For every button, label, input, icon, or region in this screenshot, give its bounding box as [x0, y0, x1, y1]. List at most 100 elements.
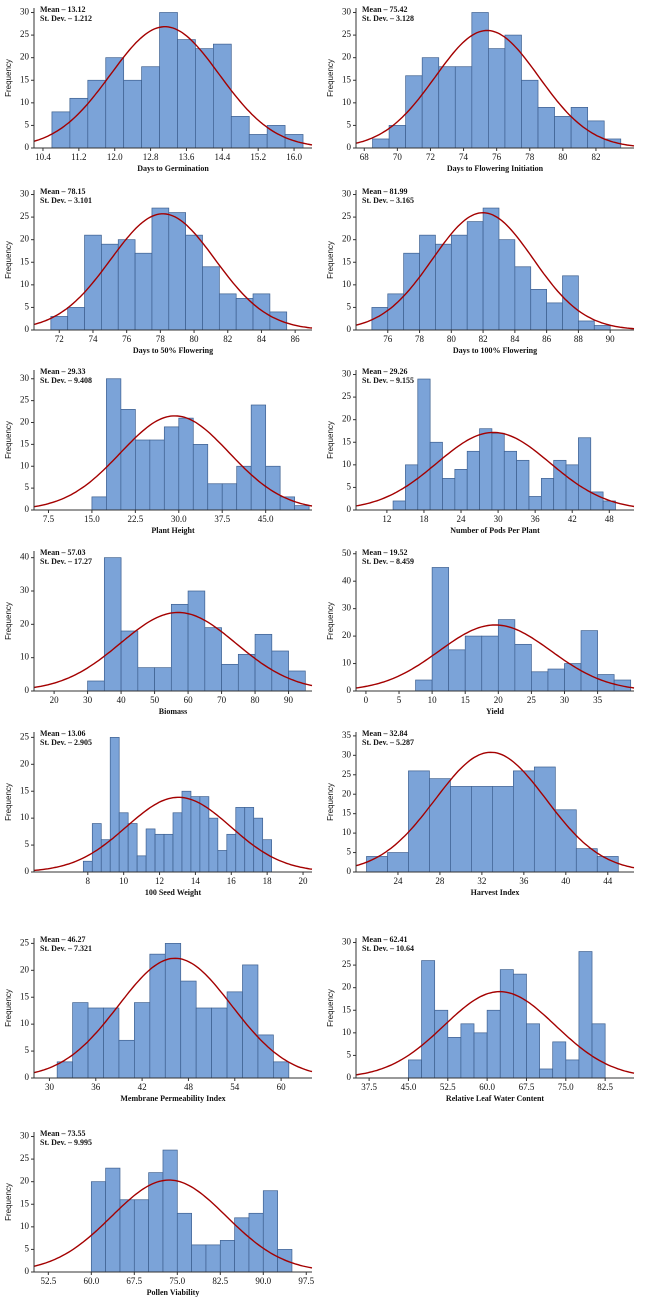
bar — [447, 1037, 462, 1079]
bar — [82, 860, 93, 873]
bar — [466, 450, 480, 511]
x-tick-label: 60.0 — [83, 1276, 99, 1286]
bar — [269, 311, 288, 331]
x-tick-label: 80 — [251, 695, 261, 705]
bar — [248, 134, 268, 149]
bar — [133, 1199, 149, 1273]
y-tick-label: 20 — [342, 52, 352, 62]
x-tick-label: 10 — [119, 876, 129, 886]
bar — [575, 848, 598, 873]
y-tick-label: 5 — [347, 481, 352, 491]
x-tick-label: 30 — [83, 695, 93, 705]
bar — [137, 667, 155, 692]
y-tick-label: 25 — [342, 29, 352, 39]
x-tick-label: 15.2 — [250, 152, 266, 162]
y-tick-label: 35 — [342, 730, 352, 740]
bar — [141, 66, 160, 149]
bar — [565, 464, 579, 511]
x-tick-label: 36 — [531, 514, 541, 524]
y-tick-label: 30 — [342, 749, 352, 759]
x-tick-label: 82 — [223, 334, 232, 344]
y-tick-label: 25 — [342, 769, 352, 779]
x-axis-label: Number of Pods Per Plant — [450, 526, 540, 535]
bar — [190, 796, 201, 873]
y-tick-label: 25 — [20, 1153, 30, 1163]
y-tick-label: 30 — [342, 189, 352, 199]
y-axis-label: Frequency — [326, 989, 335, 1027]
bar — [530, 289, 547, 331]
x-axis-label: Days to Flowering Initiation — [447, 164, 544, 173]
x-tick-label: 84 — [510, 334, 520, 344]
y-tick-label: 0 — [25, 1072, 30, 1082]
x-tick-label: 80 — [190, 334, 200, 344]
y-tick-label: 5 — [347, 119, 352, 129]
x-axis-label: Biomass — [159, 707, 187, 716]
x-tick-label: 74 — [459, 152, 469, 162]
bar — [257, 1034, 274, 1079]
bar — [205, 1244, 221, 1273]
y-axis-label: Frequency — [326, 59, 335, 97]
fit-annotation: Mean – 32.84 — [362, 729, 408, 738]
y-tick-label: 20 — [20, 52, 30, 62]
y-tick-label: 20 — [342, 630, 352, 640]
bar — [498, 239, 516, 331]
bar — [135, 439, 151, 511]
x-tick-label: 80 — [558, 152, 568, 162]
bar — [136, 855, 147, 873]
x-tick-label: 22.5 — [127, 514, 143, 524]
x-tick-label: 45.0 — [401, 1082, 417, 1092]
x-axis-label: Membrane Permeability Index — [120, 1094, 225, 1103]
x-tick-label: 14 — [191, 876, 201, 886]
y-tick-label: 15 — [20, 256, 30, 266]
bar — [90, 1181, 106, 1273]
x-tick-label: 30 — [560, 695, 570, 705]
y-tick-label: 30 — [20, 585, 30, 595]
y-tick-label: 5 — [347, 847, 352, 857]
fit-annotation: St. Dev. – 3.101 — [40, 196, 92, 205]
bar — [109, 737, 120, 873]
y-tick-label: 20 — [342, 982, 352, 992]
bar — [127, 823, 138, 873]
x-tick-label: 80 — [447, 334, 457, 344]
y-tick-label: 30 — [342, 937, 352, 947]
x-tick-label: 5 — [397, 695, 402, 705]
bar — [51, 111, 71, 149]
bar — [218, 293, 237, 331]
y-tick-label: 20 — [20, 758, 30, 768]
bar — [252, 293, 271, 331]
bar — [50, 316, 69, 331]
bar — [448, 649, 466, 692]
bar — [552, 1041, 567, 1079]
y-tick-label: 5 — [25, 1045, 30, 1055]
y-tick-label: 10 — [342, 97, 352, 107]
bar — [170, 603, 189, 692]
x-tick-label: 35 — [593, 695, 603, 705]
bar — [442, 478, 456, 511]
bar — [392, 500, 406, 511]
y-tick-label: 25 — [342, 211, 352, 221]
bar — [388, 125, 406, 149]
bar — [185, 234, 203, 331]
fit-annotation: St. Dev. – 3.165 — [362, 196, 414, 205]
fit-annotation: St. Dev. – 17.27 — [40, 557, 92, 566]
y-tick-label: 10 — [20, 1221, 30, 1231]
y-tick-label: 30 — [342, 369, 352, 379]
x-tick-label: 24 — [393, 876, 403, 886]
bar — [164, 943, 182, 1079]
bar — [421, 57, 440, 149]
x-tick-label: 37.5 — [214, 514, 230, 524]
bar — [503, 450, 517, 511]
x-axis-label: Harvest Index — [471, 888, 520, 897]
y-tick-label: 10 — [342, 658, 352, 668]
fit-annotation: Mean – 19.52 — [362, 548, 408, 557]
y-tick-label: 30 — [20, 7, 30, 17]
x-tick-label: 20 — [50, 695, 60, 705]
x-tick-label: 24 — [457, 514, 467, 524]
x-tick-label: 13.6 — [179, 152, 195, 162]
y-axis-label: Frequency — [4, 1183, 13, 1221]
bar — [554, 116, 572, 149]
x-tick-label: 82 — [591, 152, 600, 162]
x-tick-label: 76 — [492, 152, 502, 162]
bar — [546, 302, 563, 331]
x-tick-label: 78 — [525, 152, 535, 162]
